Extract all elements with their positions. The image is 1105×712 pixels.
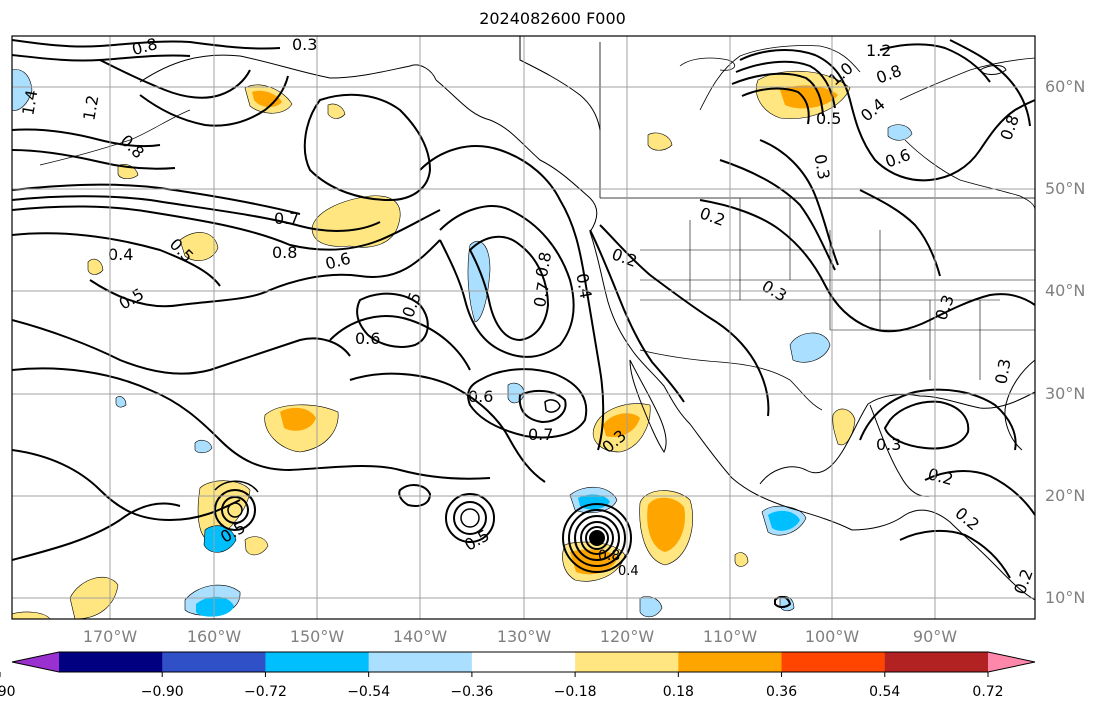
map-frame [11,35,1036,620]
contour-label: 0.8 [598,548,620,564]
map-title: 2024082600 F000 [479,9,626,28]
colorbar-tick-label: −0.54 [347,684,391,700]
colorbar-segment [162,652,266,672]
colorbar-tick-label: −0.90 [140,684,184,700]
longitude-label: 120°W [599,627,655,646]
contour-label: 0.4 [108,245,133,264]
contour-label: 0.6 [468,387,493,406]
longitude-label: 170°W [82,627,138,646]
longitude-label: 130°W [496,627,552,646]
colorbar-tick-label: 0.18 [662,684,694,700]
gridlines [12,36,1035,619]
contour-label: 0.5 [816,109,841,128]
contour-label: 0.3 [292,35,317,54]
colorbar [0,651,1036,677]
contour-label: 0.8 [272,243,297,262]
latitude-label: 20°N [1045,486,1086,505]
longitude-label: 90°W [912,627,958,646]
contour-label: 1.4 [18,88,41,116]
colorbar-extend-high [988,652,1035,672]
colorbar-segment [575,652,679,672]
latitude-label: 40°N [1045,281,1086,300]
colorbar-tick-label: −0.18 [553,684,597,700]
contour-label: 0.6 [355,329,380,348]
colorbar-segment [59,652,163,672]
coastlines-and-borders [39,36,1035,601]
colorbar-tick-label: 0.36 [765,684,798,700]
latitude-label: 30°N [1045,384,1086,403]
colorbar-extend-low [12,652,59,672]
contour-label: 0.8 [532,250,555,278]
contour-label: 1.2 [866,41,891,60]
storm-center-marker [589,530,605,546]
colorbar-tick-label: −0.72 [243,684,287,700]
colorbar-segment [265,652,370,672]
colorbar-segment [368,652,473,672]
contour-lines [12,39,1035,608]
colorbar-outline [11,651,1036,673]
contour-label: 0.7 [528,425,553,444]
latitude-label: 10°N [1045,588,1086,607]
contour-label: 0.3 [876,435,901,454]
longitude-label: 150°W [289,627,345,646]
contour-label: 0.4 [572,272,595,300]
latitude-label: 50°N [1045,179,1086,198]
longitude-label: 160°W [186,627,242,646]
colorbar-tick-label: 0.54 [869,684,901,700]
colorbar-segment [678,652,783,672]
colorbar-tick-label: 0.72 [972,684,1004,700]
contour-label: 0.8 [130,34,160,59]
contour-label: 0.7 [274,209,299,228]
contour-label: 0.4 [618,564,639,579]
contour-label: 0.3 [810,153,833,181]
latitude-label: 60°N [1045,77,1086,96]
colorbar-tick-label: −0.36 [450,684,494,700]
longitude-label: 110°W [702,627,758,646]
contour-label: 0.7 [530,280,553,308]
colorbar-segment [471,652,576,672]
colorbar-segment [781,652,886,672]
contour-label: 1.2 [79,94,102,122]
longitude-label: 140°W [392,627,448,646]
colorbar-tick-label: 0.90 [0,684,16,700]
colorbar-segment [884,652,989,672]
contour-label: 0.3 [991,357,1014,385]
longitude-label: 100°W [804,627,860,646]
